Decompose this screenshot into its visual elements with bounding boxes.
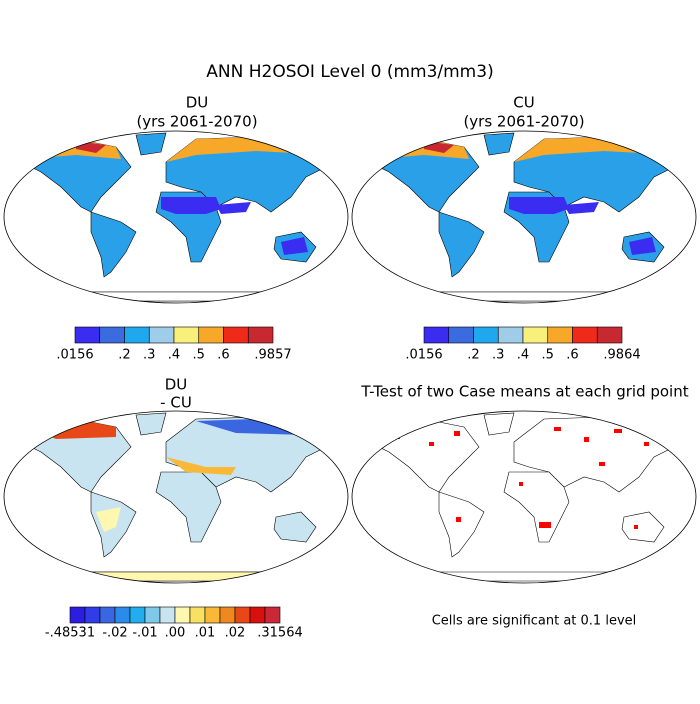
colorbar-box: [264, 606, 281, 624]
colorbar-label: .3: [143, 348, 155, 363]
panel-title: CU: [513, 94, 534, 112]
colorbar-box: [497, 326, 524, 344]
colorbar-label: .9864: [603, 348, 640, 363]
colorbar-label: .9857: [254, 348, 291, 363]
colorbar-box: [198, 326, 224, 344]
colorbar-box: [189, 606, 206, 624]
colorbar-box: [124, 326, 150, 344]
colorbar-box: [69, 606, 86, 624]
figure-title: ANN H2OSOI Level 0 (mm3/mm3): [206, 62, 493, 82]
map-ttest: [351, 410, 697, 584]
panel-title: DU: [165, 376, 188, 394]
colorbar-box: [522, 326, 549, 344]
colorbar-box: [99, 606, 116, 624]
colorbar-label: .02: [225, 626, 246, 641]
map-diff: [3, 410, 349, 584]
colorbar-label: .5: [193, 348, 205, 363]
colorbar-box: [223, 326, 249, 344]
colorbar-box: [204, 606, 221, 624]
panel-title: DU: [186, 94, 209, 112]
colorbar-label: .5: [542, 348, 554, 363]
ttest-note: Cells are significant at 0.1 level: [432, 614, 637, 629]
colorbar-box: [473, 326, 499, 344]
colorbar-box: [249, 606, 266, 624]
colorbar-label: .2: [467, 348, 479, 363]
colorbar-label: .6: [566, 348, 578, 363]
colorbar-box: [448, 326, 474, 344]
colorbar-label: .2: [118, 348, 130, 363]
colorbar-label: .31564: [257, 626, 303, 641]
colorbar-box: [173, 326, 200, 344]
colorbar-label: .6: [217, 348, 229, 363]
colorbar-box: [144, 606, 161, 624]
colorbar-label: -.02: [102, 626, 127, 641]
colorbar-box: [234, 606, 251, 624]
map-du: [3, 130, 349, 304]
panel-title: - CU: [160, 394, 192, 412]
colorbar-box: [174, 606, 191, 624]
colorbar-box: [99, 326, 125, 344]
panel-title: (yrs 2061-2070): [463, 113, 584, 131]
colorbar-label: .01: [195, 626, 216, 641]
colorbar-box: [148, 326, 175, 344]
colorbar-box: [159, 606, 176, 624]
colorbar-box: [247, 326, 274, 344]
colorbar-label: -.01: [132, 626, 157, 641]
colorbar-label: .0156: [56, 348, 93, 363]
colorbar-label: .0156: [405, 348, 442, 363]
colorbar-box: [84, 606, 101, 624]
colorbar-label: .3: [492, 348, 504, 363]
colorbar-box: [114, 606, 131, 624]
colorbar-label: .00: [165, 626, 186, 641]
ttest-title: T-Test of two Case means at each grid po…: [360, 383, 688, 401]
colorbar-box: [572, 326, 598, 344]
colorbar-label: -.48531: [45, 626, 95, 641]
colorbar-box: [219, 606, 236, 624]
colorbar-box: [547, 326, 573, 344]
colorbar-box: [129, 606, 146, 624]
colorbar-box: [423, 326, 450, 344]
colorbar-box: [596, 326, 623, 344]
map-cu: [351, 130, 697, 304]
panel-title: (yrs 2061-2070): [136, 113, 257, 131]
colorbar-box: [74, 326, 101, 344]
colorbar-label: .4: [168, 348, 180, 363]
colorbar-label: .4: [517, 348, 529, 363]
